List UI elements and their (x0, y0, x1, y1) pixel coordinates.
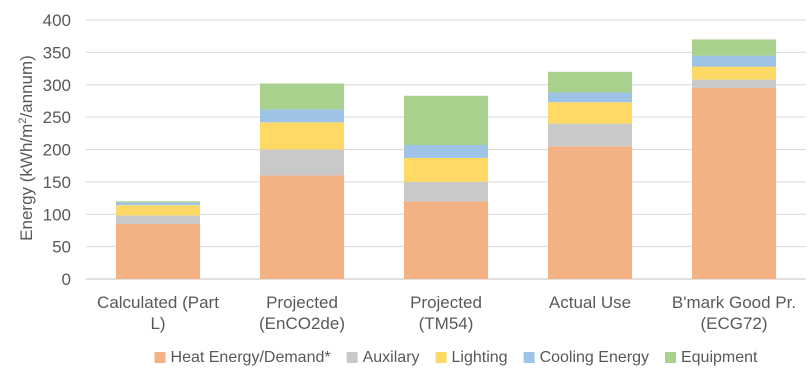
y-tick-label: 200 (43, 141, 71, 160)
legend-item: Equipment (664, 349, 758, 366)
legend-label: Equipment (681, 349, 758, 366)
y-tick-label: 400 (43, 11, 71, 30)
x-category-label-line: Projected (266, 293, 338, 312)
bar-segment (548, 92, 632, 103)
legend-label: Cooling Energy (540, 349, 649, 366)
bar-segment (260, 149, 344, 176)
bar-segment (548, 102, 632, 124)
x-category-label-line: (EnCO2de) (259, 314, 345, 333)
bar-segment (116, 201, 200, 203)
bar-segment (260, 109, 344, 123)
bar-segment (404, 157, 488, 182)
x-category-label: Projected (EnCO2de) (259, 293, 345, 333)
legend-item: Cooling Energy (523, 349, 649, 366)
y-tick-label: 100 (43, 205, 71, 224)
bar-segment (116, 223, 200, 279)
y-axis-label: Energy (kWh/m2/annum) (17, 55, 36, 241)
y-tick-labels: 0 50 100 150 200 250 300 350 400 (43, 11, 71, 289)
bar-segment (692, 55, 776, 67)
bar-segment (404, 201, 488, 279)
bar-segment (404, 95, 488, 145)
legend-swatch (435, 352, 447, 363)
bar-segment (692, 87, 776, 279)
bar-segment (260, 175, 344, 279)
x-category-label: Actual Use (549, 293, 631, 312)
x-category-label-line: Projected (410, 293, 482, 312)
x-category-label: Projected (TM54) (410, 293, 482, 333)
bar-segment (692, 66, 776, 80)
y-tick-label: 150 (43, 173, 71, 192)
x-category-label: B'mark Good Pr. (ECG72) (672, 293, 796, 333)
legend-item: Lighting (435, 349, 508, 366)
legend-item: Heat Energy/Demand* (154, 349, 331, 366)
legend-swatch (346, 352, 358, 363)
bar-segment (260, 83, 344, 110)
bar-segment (260, 122, 344, 150)
y-tick-label: 0 (62, 270, 71, 289)
x-category-label-line: L) (150, 314, 165, 333)
y-tick-label: 250 (43, 108, 71, 127)
x-category-label-line: (TM54) (419, 314, 474, 333)
y-axis-label-unit: /annum) (17, 55, 36, 117)
y-axis-label-main: Energy (kWh/m (17, 124, 36, 241)
x-category-label: Calculated (Part L) (97, 293, 219, 333)
legend-label: Auxilary (363, 349, 420, 366)
y-axis-label-superscript: 2 (17, 118, 29, 124)
x-category-label-line: Calculated (Part (97, 293, 219, 312)
bar-segment (116, 202, 200, 206)
x-category-label-line: (ECG72) (700, 314, 767, 333)
legend-swatch (154, 352, 166, 363)
bar-segment (404, 144, 488, 158)
bar-segment (692, 39, 776, 56)
x-category-labels: Calculated (Part L)Projected (EnCO2de)Proj… (97, 293, 796, 333)
bar-segment (548, 71, 632, 93)
bar-segment (116, 205, 200, 216)
x-category-label-line: B'mark Good Pr. (672, 293, 796, 312)
y-tick-label: 50 (52, 238, 71, 257)
bar-segment (116, 215, 200, 224)
legend-item: Auxilary (346, 349, 420, 366)
bar-segment (692, 79, 776, 88)
legend-swatch (664, 352, 676, 363)
legend-swatch (523, 352, 535, 363)
legend-label: Lighting (452, 349, 508, 366)
bar-segment (548, 146, 632, 279)
legend-label: Heat Energy/Demand* (171, 349, 331, 366)
y-tick-label: 300 (43, 76, 71, 95)
legend: Heat Energy/Demand* Auxilary Lighting Cooli… (154, 349, 758, 366)
bar-segment (404, 181, 488, 202)
bar-segment (548, 123, 632, 147)
x-category-label-line: Actual Use (549, 293, 631, 312)
y-tick-label: 350 (43, 43, 71, 62)
bars (116, 39, 776, 279)
